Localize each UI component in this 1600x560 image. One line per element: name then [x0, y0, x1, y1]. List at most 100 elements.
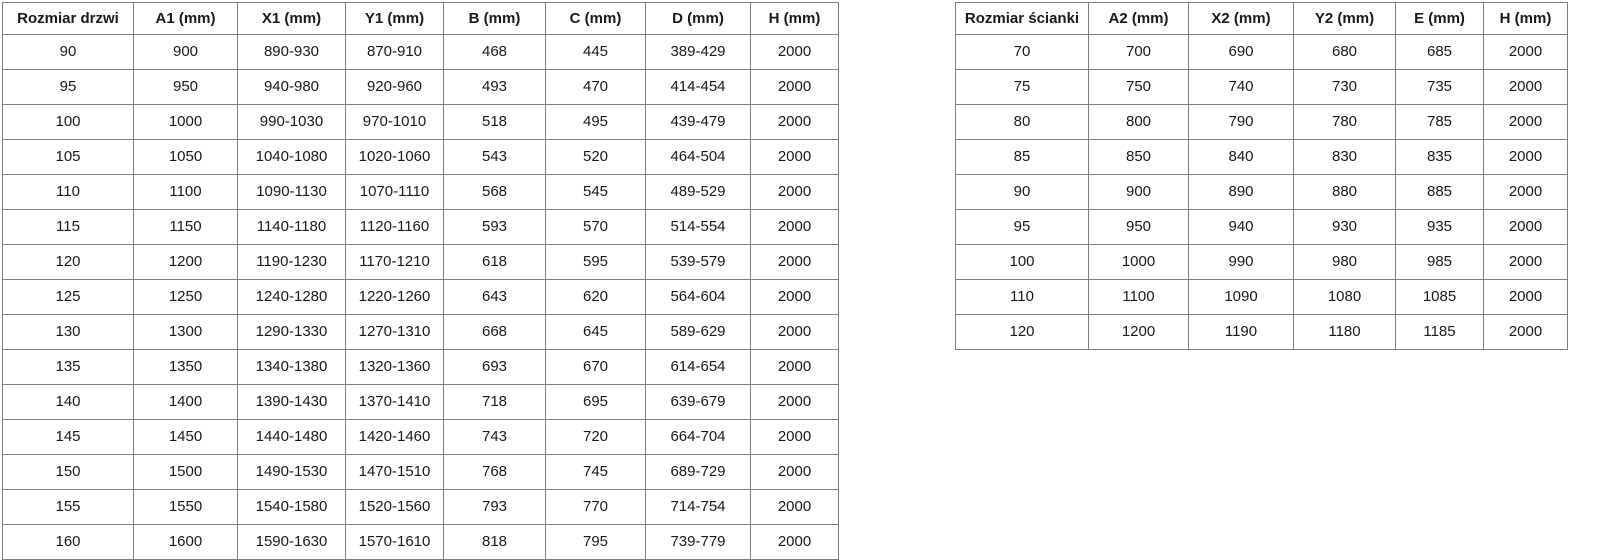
table-cell: 1370-1410	[345, 384, 444, 420]
table-cell: 785	[1395, 104, 1484, 140]
table-cell: 1350	[133, 349, 238, 385]
table-cell: 880	[1293, 174, 1396, 210]
table-cell: 2000	[750, 279, 839, 315]
table-cell: 2000	[1483, 279, 1568, 315]
table-row: 80 800 790 780 785 2000	[955, 104, 1568, 140]
table-row: 105 1050 1040-1080 1020-1060 543 520 464-504 20…	[2, 139, 839, 175]
table-cell: 885	[1395, 174, 1484, 210]
table-cell: 389-429	[645, 34, 751, 70]
table-cell: 2000	[750, 244, 839, 280]
table-cell: 700	[1088, 34, 1189, 70]
column-header-door-3: Y1 (mm)	[345, 2, 444, 35]
table-row: 140 1400 1390-1430 1370-1410 718 695 639-679 20…	[2, 384, 839, 420]
table-cell: 518	[443, 104, 546, 140]
table-cell: 2000	[1483, 209, 1568, 245]
table-cell: 680	[1293, 34, 1396, 70]
table-cell: 618	[443, 244, 546, 280]
column-header-door-4: B (mm)	[443, 2, 546, 35]
table-cell: 664-704	[645, 419, 751, 455]
table-cell: 1180	[1293, 314, 1396, 350]
wall-table-body: 70 700 690 680 685 2000 75 750 740 730 735 2000 80 80…	[955, 34, 1568, 350]
table-cell: 1320-1360	[345, 349, 444, 385]
table-cell: 493	[443, 69, 546, 105]
table-cell: 568	[443, 174, 546, 210]
table-cell: 793	[443, 489, 546, 525]
table-cell: 489-529	[645, 174, 751, 210]
table-cell: 980	[1293, 244, 1396, 280]
table-cell: 1185	[1395, 314, 1484, 350]
table-cell: 2000	[750, 489, 839, 525]
table-cell: 1220-1260	[345, 279, 444, 315]
table-cell: 1270-1310	[345, 314, 444, 350]
door-table-body: 90 900 890-930 870-910 468 445 389-429 2000 95 95…	[2, 34, 839, 560]
table-row: 155 1550 1540-1580 1520-1560 793 770 714-754 20…	[2, 489, 839, 525]
table-cell: 714-754	[645, 489, 751, 525]
table-cell: 110	[2, 174, 134, 210]
table-cell: 900	[133, 34, 238, 70]
table-cell: 1490-1530	[237, 454, 346, 490]
table-cell: 1190-1230	[237, 244, 346, 280]
table-cell: 1300	[133, 314, 238, 350]
table-cell: 70	[955, 34, 1089, 70]
table-cell: 745	[545, 454, 646, 490]
table-cell: 950	[133, 69, 238, 105]
table-header-row: Rozmiar ścianki A2 (mm) X2 (mm) Y2 (mm) E (m…	[955, 2, 1568, 35]
table-cell: 639-679	[645, 384, 751, 420]
table-cell: 1080	[1293, 279, 1396, 315]
table-cell: 1020-1060	[345, 139, 444, 175]
table-cell: 850	[1088, 139, 1189, 175]
table-cell: 80	[955, 104, 1089, 140]
table-cell: 539-579	[645, 244, 751, 280]
table-cell: 840	[1188, 139, 1294, 175]
column-header-wall-5: H (mm)	[1483, 2, 1568, 35]
table-cell: 950	[1088, 209, 1189, 245]
table-cell: 1440-1480	[237, 419, 346, 455]
table-row: 160 1600 1590-1630 1570-1610 818 795 739-779 20…	[2, 524, 839, 560]
table-cell: 1500	[133, 454, 238, 490]
table-cell: 145	[2, 419, 134, 455]
door-table-header: Rozmiar drzwi A1 (mm) X1 (mm) Y1 (mm) B (mm)…	[2, 2, 839, 35]
table-cell: 890-930	[237, 34, 346, 70]
table-cell: 2000	[1483, 69, 1568, 105]
table-cell: 439-479	[645, 104, 751, 140]
table-cell: 570	[545, 209, 646, 245]
table-cell: 125	[2, 279, 134, 315]
table-cell: 693	[443, 349, 546, 385]
wall-table-header: Rozmiar ścianki A2 (mm) X2 (mm) Y2 (mm) E (m…	[955, 2, 1568, 35]
table-row: 115 1150 1140-1180 1120-1160 593 570 514-554 20…	[2, 209, 839, 245]
table-cell: 1250	[133, 279, 238, 315]
table-cell: 1090	[1188, 279, 1294, 315]
table-cell: 1140-1180	[237, 209, 346, 245]
column-header-door-1: A1 (mm)	[133, 2, 238, 35]
table-cell: 1150	[133, 209, 238, 245]
spec-tables-page: Rozmiar drzwi A1 (mm) X1 (mm) Y1 (mm) B (mm)…	[2, 2, 1568, 560]
column-header-door-5: C (mm)	[545, 2, 646, 35]
table-cell: 689-729	[645, 454, 751, 490]
table-cell: 1240-1280	[237, 279, 346, 315]
column-header-wall-2: X2 (mm)	[1188, 2, 1294, 35]
table-cell: 464-504	[645, 139, 751, 175]
table-cell: 2000	[1483, 139, 1568, 175]
table-cell: 1120-1160	[345, 209, 444, 245]
table-cell: 1090-1130	[237, 174, 346, 210]
column-header-wall-1: A2 (mm)	[1088, 2, 1189, 35]
table-cell: 930	[1293, 209, 1396, 245]
table-row: 95 950 940-980 920-960 493 470 414-454 2000	[2, 69, 839, 105]
wall-size-table: Rozmiar ścianki A2 (mm) X2 (mm) Y2 (mm) E (m…	[955, 2, 1568, 350]
table-cell: 2000	[750, 384, 839, 420]
table-cell: 1390-1430	[237, 384, 346, 420]
table-cell: 2000	[750, 419, 839, 455]
table-cell: 2000	[1483, 104, 1568, 140]
door-size-table-container: Rozmiar drzwi A1 (mm) X1 (mm) Y1 (mm) B (mm)…	[2, 2, 839, 560]
table-cell: 2000	[750, 314, 839, 350]
table-row: 90 900 890-930 870-910 468 445 389-429 2000	[2, 34, 839, 70]
table-cell: 545	[545, 174, 646, 210]
table-cell: 990-1030	[237, 104, 346, 140]
table-cell: 2000	[1483, 244, 1568, 280]
table-cell: 1590-1630	[237, 524, 346, 560]
table-cell: 1190	[1188, 314, 1294, 350]
table-cell: 593	[443, 209, 546, 245]
table-cell: 770	[545, 489, 646, 525]
table-row: 100 1000 990 980 985 2000	[955, 244, 1568, 280]
table-cell: 740	[1188, 69, 1294, 105]
